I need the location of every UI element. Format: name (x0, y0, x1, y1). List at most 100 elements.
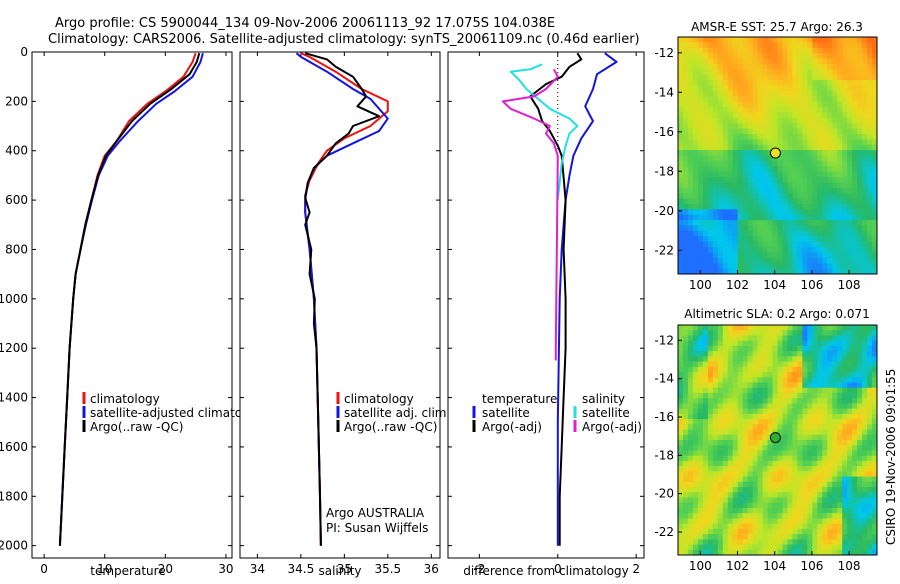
heatmap-cell (812, 466, 818, 472)
heatmap-cell (757, 193, 764, 200)
heatmap-cell (802, 257, 808, 264)
heatmap-cell (782, 403, 789, 410)
heatmap-cell (767, 166, 774, 173)
heatmap-cell (687, 539, 694, 546)
heatmap-cell (702, 69, 709, 76)
heatmap-cell (762, 214, 769, 221)
heatmap-cell (792, 117, 798, 124)
heatmap-cell (837, 225, 843, 232)
heatmap-cell (712, 539, 719, 546)
heatmap-cell (857, 177, 863, 184)
heatmap-cell (678, 42, 684, 49)
heatmap-cell (862, 408, 868, 415)
heatmap-cell (827, 268, 833, 274)
heatmap-cell (812, 257, 818, 264)
heatmap-cell (847, 209, 853, 216)
y-tick-label: 1400 (0, 391, 28, 405)
heatmap-cell (717, 544, 724, 551)
sst-map-ticks: 100 102 104 106 108-12-14-16-18-20-22 (654, 46, 860, 292)
heatmap-cell (842, 171, 848, 178)
heatmap-cell (737, 155, 744, 162)
heatmap-cell (872, 160, 877, 167)
heatmap-cell (682, 80, 689, 87)
heatmap-cell (807, 492, 813, 499)
heatmap-cell (678, 74, 684, 81)
sst-argo-marker (769, 147, 781, 159)
y-tick-label: 1000 (0, 292, 28, 306)
heatmap-cell (757, 403, 764, 410)
heatmap-cell (802, 455, 808, 462)
heatmap-cell (867, 403, 873, 410)
heatmap-cell (857, 419, 863, 425)
heatmap-cell (787, 340, 794, 347)
heatmap-cell (762, 182, 769, 189)
heatmap-cell (797, 123, 803, 130)
heatmap-cell (782, 37, 789, 43)
heatmap-cell (747, 171, 754, 178)
heatmap-cell (697, 241, 704, 248)
heatmap-cell (702, 471, 709, 478)
heatmap-cell (832, 236, 838, 243)
heatmap-cell (682, 398, 689, 405)
heatmap-cell (767, 382, 774, 389)
heatmap-cell (722, 107, 729, 114)
heatmap-cell (822, 382, 828, 389)
heatmap-cell (807, 69, 813, 76)
heatmap-cell (837, 160, 843, 167)
heatmap-cell (697, 476, 704, 483)
heatmap-cell (757, 220, 764, 227)
heatmap-cell (742, 144, 749, 151)
heatmap-cell (847, 139, 853, 146)
heatmap-cell (782, 155, 789, 162)
heatmap-cell (687, 193, 694, 200)
heatmap-cell (762, 330, 769, 337)
heatmap-cell (777, 69, 784, 76)
heatmap-cell (687, 335, 694, 342)
heatmap-cell (752, 392, 759, 399)
heatmap-cell (702, 160, 709, 167)
heatmap-cell (797, 372, 803, 378)
heatmap-cell (792, 90, 798, 97)
heatmap-cell (837, 387, 843, 394)
heatmap-cell (817, 58, 823, 65)
heatmap-cell (692, 193, 699, 200)
heatmap-cell (742, 445, 749, 452)
heatmap-cell (782, 340, 789, 347)
heatmap-cell (812, 37, 818, 43)
heatmap-cell (732, 128, 739, 135)
heatmap-cell (717, 37, 724, 43)
heatmap-cell (737, 366, 744, 373)
heatmap-cell (847, 403, 853, 410)
heatmap-cell (807, 392, 813, 399)
heatmap-cell (872, 539, 877, 546)
y-tick-label: -16 (654, 125, 674, 139)
heatmap-cell (872, 345, 877, 352)
heatmap-cell (862, 398, 868, 405)
heatmap-cell (847, 476, 853, 483)
heatmap-cell (678, 325, 684, 331)
heatmap-cell (792, 455, 798, 462)
heatmap-cell (702, 123, 709, 130)
heatmap-cell (827, 107, 833, 114)
heatmap-cell (782, 42, 789, 49)
heatmap-cell (867, 69, 873, 76)
heatmap-cell (732, 80, 739, 87)
heatmap-cell (822, 150, 828, 157)
heatmap-cell (832, 247, 838, 254)
heatmap-cell (757, 387, 764, 394)
heatmap-cell (872, 90, 877, 97)
heatmap-cell (712, 58, 719, 65)
heatmap-cell (832, 366, 838, 373)
heatmap-cell (867, 424, 873, 431)
heatmap-cell (732, 445, 739, 452)
heatmap-cell (707, 335, 714, 342)
heatmap-cell (847, 225, 853, 232)
heatmap-cell (747, 139, 754, 146)
heatmap-cell (712, 187, 719, 194)
heatmap-cell (722, 539, 729, 546)
heatmap-cell (807, 471, 813, 478)
heatmap-cell (867, 63, 873, 70)
heatmap-cell (757, 166, 764, 173)
